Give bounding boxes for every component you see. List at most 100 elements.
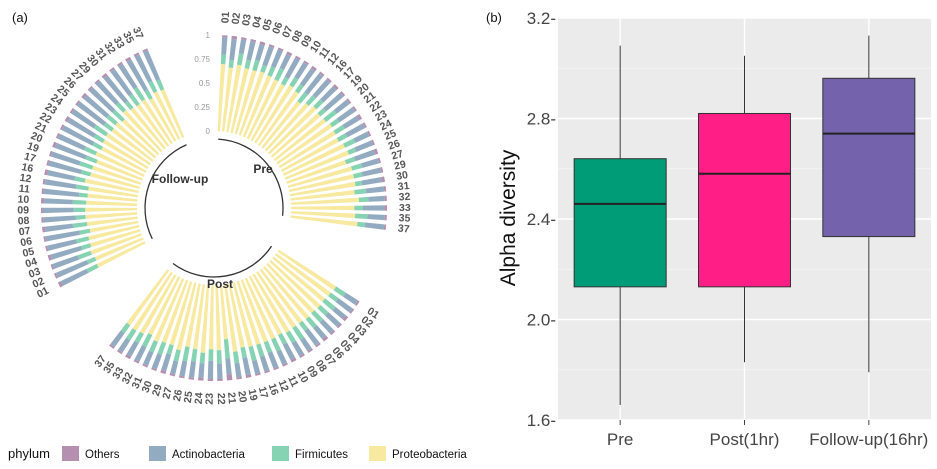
panel-a-tag: (a) [12, 10, 28, 25]
bar-segment-others [371, 139, 375, 146]
bar-segment-proteobacteria [242, 75, 272, 138]
sample-label: 08 [313, 358, 330, 375]
x-tick-label: Pre [607, 430, 633, 449]
bar-segment-firmicutes [216, 350, 222, 364]
bar-segment-firmicutes [244, 59, 252, 70]
bar-segment-actinobacteria [342, 115, 360, 130]
bar-segment-proteobacteria [288, 174, 355, 193]
bar-segment-proteobacteria [122, 119, 160, 156]
bar-segment-proteobacteria [90, 233, 143, 255]
bar-segment-actinobacteria [52, 255, 80, 270]
sample-label: 30 [140, 379, 155, 394]
legend-entry: Firmicutes [295, 449, 348, 461]
sample-label: 20 [235, 390, 249, 403]
bar-segment-proteobacteria [280, 137, 339, 172]
sample-label: 26 [171, 388, 185, 402]
bar-segment-proteobacteria [139, 274, 177, 334]
bar-segment-actinobacteria [188, 361, 196, 378]
bar-segment-others [383, 224, 387, 230]
sample-label: 23 [43, 101, 59, 117]
bar-segment-actinobacteria [57, 133, 86, 151]
bar-segment-firmicutes [297, 91, 308, 104]
bar-segment-proteobacteria [122, 109, 163, 153]
bar-segment-proteobacteria [252, 273, 290, 334]
bar-segment-proteobacteria [215, 284, 222, 351]
bar-segment-proteobacteria [153, 91, 181, 140]
bar-segment-actinobacteria [364, 222, 385, 230]
bar-segment-firmicutes [148, 80, 158, 94]
bar-segment-others [41, 188, 45, 194]
bar-segment-others [198, 377, 204, 381]
bar-segment-proteobacteria [240, 279, 268, 343]
bar-segment-others [142, 48, 148, 53]
bar-segment-actinobacteria [89, 87, 116, 113]
bar-segment-actinobacteria [323, 92, 344, 112]
bar-segment-actinobacteria [353, 131, 370, 143]
bar-segment-actinobacteria [110, 68, 133, 97]
sample-label: 17 [256, 385, 271, 400]
bar-segment-actinobacteria [229, 38, 237, 61]
bar-segment-proteobacteria [85, 212, 138, 220]
bar-segment-others [57, 281, 63, 288]
bar-segment-firmicutes [144, 89, 153, 100]
bar-segment-others [299, 353, 305, 358]
sample-label: 37 [130, 25, 146, 41]
bar-segment-others [384, 205, 387, 211]
bar-segment-actinobacteria [271, 49, 283, 69]
sample-label: 22 [368, 98, 384, 114]
bar-segment-others [319, 71, 325, 77]
bar-segment-firmicutes [263, 340, 273, 354]
bar-segment-others [349, 308, 355, 314]
legend-swatch [369, 446, 386, 461]
bar-segment-others [55, 132, 60, 139]
sample-label: 04 [250, 15, 264, 29]
bar-segment-actinobacteria [134, 54, 153, 83]
bar-segment-proteobacteria [276, 123, 333, 165]
bar-segment-firmicutes [292, 325, 305, 341]
bar-segment-firmicutes [354, 180, 363, 187]
boxplot-chart: (b) Alpha diversity 1.6- 2.0- 2.4- 2.8- 3.2-… [486, 9, 931, 449]
sample-label: 10 [17, 194, 29, 206]
bar-segment-firmicutes [173, 349, 181, 362]
group-label: Post [207, 277, 233, 291]
bar-segment-actinobacteria [251, 359, 261, 375]
bar-segment-others [250, 38, 257, 43]
bar-segment-proteobacteria [89, 220, 139, 233]
bar-segment-firmicutes [274, 67, 285, 82]
bar-segment-firmicutes [182, 346, 190, 362]
bar-segment-firmicutes [354, 205, 363, 211]
bar-segment-actinobacteria [48, 160, 82, 175]
bar-segment-proteobacteria [219, 284, 228, 340]
bar-segment-others [332, 84, 339, 91]
legend-entry: Actinobacteria [172, 449, 245, 461]
bar-segment-actinobacteria [44, 223, 74, 232]
bar-segment-actinobacteria [118, 337, 131, 353]
bar-segment-others [290, 357, 297, 363]
bar-segment-others [384, 214, 387, 221]
bar-segment-proteobacteria [246, 79, 279, 140]
sample-label: 05 [21, 245, 35, 259]
sample-label: 29 [150, 383, 165, 398]
bar-segment-proteobacteria [87, 193, 138, 202]
bar-segment-proteobacteria [169, 281, 193, 346]
bar-segment-actinobacteria [234, 362, 242, 378]
sample-label: 37 [397, 222, 410, 235]
bar-segment-actinobacteria [242, 357, 251, 376]
bar-segment-proteobacteria [290, 190, 355, 201]
sample-label: 02 [31, 275, 47, 291]
bar-segment-firmicutes [77, 250, 92, 260]
bar-segment-actinobacteria [42, 207, 74, 214]
bar-segment-firmicutes [322, 298, 336, 311]
bar-segment-proteobacteria [232, 282, 253, 348]
bar-segment-actinobacteria [83, 94, 110, 118]
group-label: Follow-up [152, 172, 209, 186]
bar-segment-others [362, 122, 367, 128]
bar-segment-others [41, 198, 45, 204]
bar-segment-firmicutes [267, 66, 276, 77]
bar-segment-proteobacteria [256, 271, 296, 328]
bar-segment-proteobacteria [270, 113, 321, 158]
bar-segment-others [142, 363, 148, 368]
bar-segment-firmicutes [86, 256, 97, 265]
bar-segment-proteobacteria [261, 101, 301, 149]
bar-segment-proteobacteria [185, 283, 201, 348]
